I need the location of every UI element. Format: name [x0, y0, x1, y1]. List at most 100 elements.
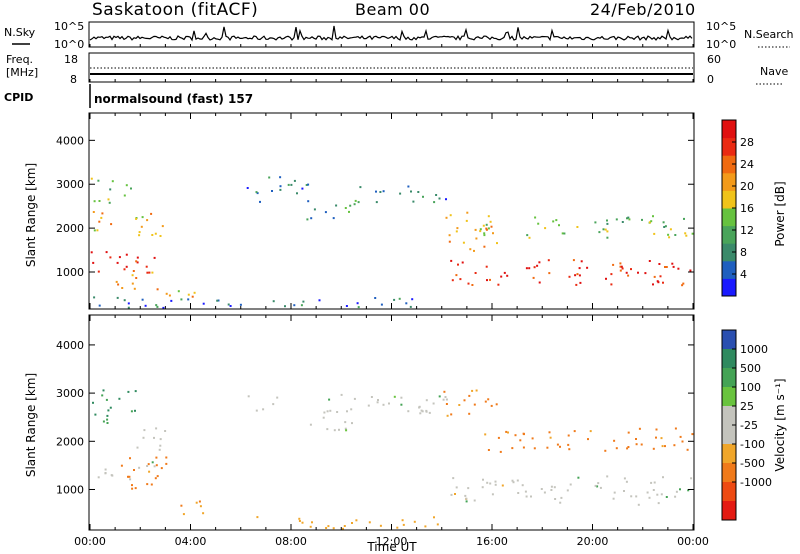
x-tick-label: 08:00	[275, 535, 307, 548]
scatter-mark	[511, 447, 514, 450]
scatter-mark	[445, 216, 448, 219]
colorbar-segment	[722, 444, 736, 464]
scatter-mark	[154, 477, 157, 480]
scatter-mark	[350, 408, 353, 411]
scatter-mark	[454, 493, 456, 495]
scatter-mark	[153, 256, 156, 259]
scatter-mark	[344, 427, 347, 430]
scatter-mark	[396, 526, 399, 529]
scatter-mark	[442, 398, 445, 401]
scatter-mark	[134, 409, 136, 412]
scatter-mark	[307, 183, 310, 186]
scatter-mark	[127, 390, 130, 393]
power-panel-frame	[88, 112, 695, 310]
velocity-colorbar-label: Velocity [m s⁻¹]	[773, 378, 787, 471]
scatter-mark	[604, 228, 607, 231]
scatter-mark	[673, 444, 676, 447]
scatter-mark	[652, 447, 655, 450]
scatter-mark	[650, 481, 653, 484]
scatter-mark	[445, 403, 448, 405]
scatter-mark	[129, 478, 132, 481]
scatter-mark	[170, 299, 173, 302]
scatter-mark	[649, 221, 651, 224]
scatter-mark	[619, 262, 622, 265]
scatter-mark	[528, 267, 531, 270]
scatter-mark	[648, 260, 651, 262]
scatter-mark	[549, 436, 552, 439]
scatter-mark	[652, 489, 655, 491]
scatter-mark	[377, 399, 379, 401]
scatter-mark	[98, 304, 101, 307]
scatter-mark	[155, 456, 158, 459]
scatter-mark	[446, 414, 449, 417]
scatter-mark	[118, 397, 121, 400]
y-tick-label: 4000	[56, 134, 84, 147]
scatter-mark	[444, 396, 447, 398]
scatter-mark	[635, 495, 638, 498]
scatter-mark	[449, 214, 452, 217]
scatter-mark	[138, 466, 141, 469]
scatter-mark	[133, 469, 135, 471]
scatter-mark	[104, 468, 107, 471]
scatter-mark	[679, 488, 681, 491]
scatter-mark	[450, 259, 453, 262]
scatter-mark	[490, 404, 493, 407]
scatter-mark	[419, 412, 422, 415]
scatter-mark	[125, 265, 128, 268]
scatter-mark	[563, 232, 566, 235]
scatter-mark	[623, 490, 625, 492]
scatter-mark	[448, 240, 451, 243]
scatter-mark	[287, 183, 290, 186]
scatter-mark	[335, 204, 338, 207]
scatter-mark	[309, 525, 312, 528]
scatter-mark	[596, 485, 599, 488]
colorbar-tick-label: 25	[740, 400, 754, 413]
scatter-mark	[409, 305, 412, 308]
scatter-mark	[279, 185, 282, 188]
scatter-mark	[180, 504, 183, 507]
scatter-mark	[471, 284, 474, 286]
scatter-mark	[376, 401, 379, 404]
scatter-mark	[106, 422, 109, 424]
scatter-mark	[110, 223, 113, 226]
scatter-mark	[151, 234, 154, 236]
scatter-mark	[665, 496, 668, 498]
scatter-mark	[492, 232, 494, 235]
colorbar-segment	[722, 406, 736, 426]
scatter-mark	[165, 456, 168, 459]
scatter-mark	[664, 225, 667, 228]
scatter-mark	[332, 217, 335, 220]
scatter-mark	[357, 201, 360, 204]
scatter-mark	[626, 217, 628, 220]
scatter-mark	[689, 269, 692, 272]
scatter-mark	[537, 222, 540, 225]
scatter-mark	[380, 303, 383, 306]
colorbar-tick-label: 12	[740, 224, 754, 237]
scatter-mark	[679, 435, 682, 438]
x-tick-label: 12:00	[376, 535, 408, 548]
power-xticks	[89, 44, 694, 309]
scatter-mark	[599, 486, 602, 489]
scatter-mark	[418, 406, 421, 409]
velocity-ylabel: Slant Range [km]	[24, 373, 38, 477]
scatter-mark	[665, 266, 668, 268]
scatter-mark	[674, 234, 677, 236]
scatter-mark	[93, 200, 96, 203]
scatter-mark	[459, 278, 462, 281]
scatter-mark	[652, 283, 654, 286]
scatter-mark	[468, 394, 471, 397]
scatter-mark	[116, 296, 119, 299]
scatter-mark	[674, 495, 677, 498]
scatter-mark	[202, 302, 205, 305]
scatter-mark	[469, 248, 472, 251]
scatter-mark	[531, 437, 534, 440]
scatter-mark	[118, 256, 121, 259]
scatter-mark	[652, 215, 654, 218]
scatter-mark	[329, 409, 332, 412]
scatter-mark	[536, 264, 539, 267]
scatter-mark	[646, 491, 649, 494]
scatter-mark	[136, 446, 139, 449]
scatter-mark	[465, 497, 468, 500]
scatter-mark	[412, 200, 415, 203]
